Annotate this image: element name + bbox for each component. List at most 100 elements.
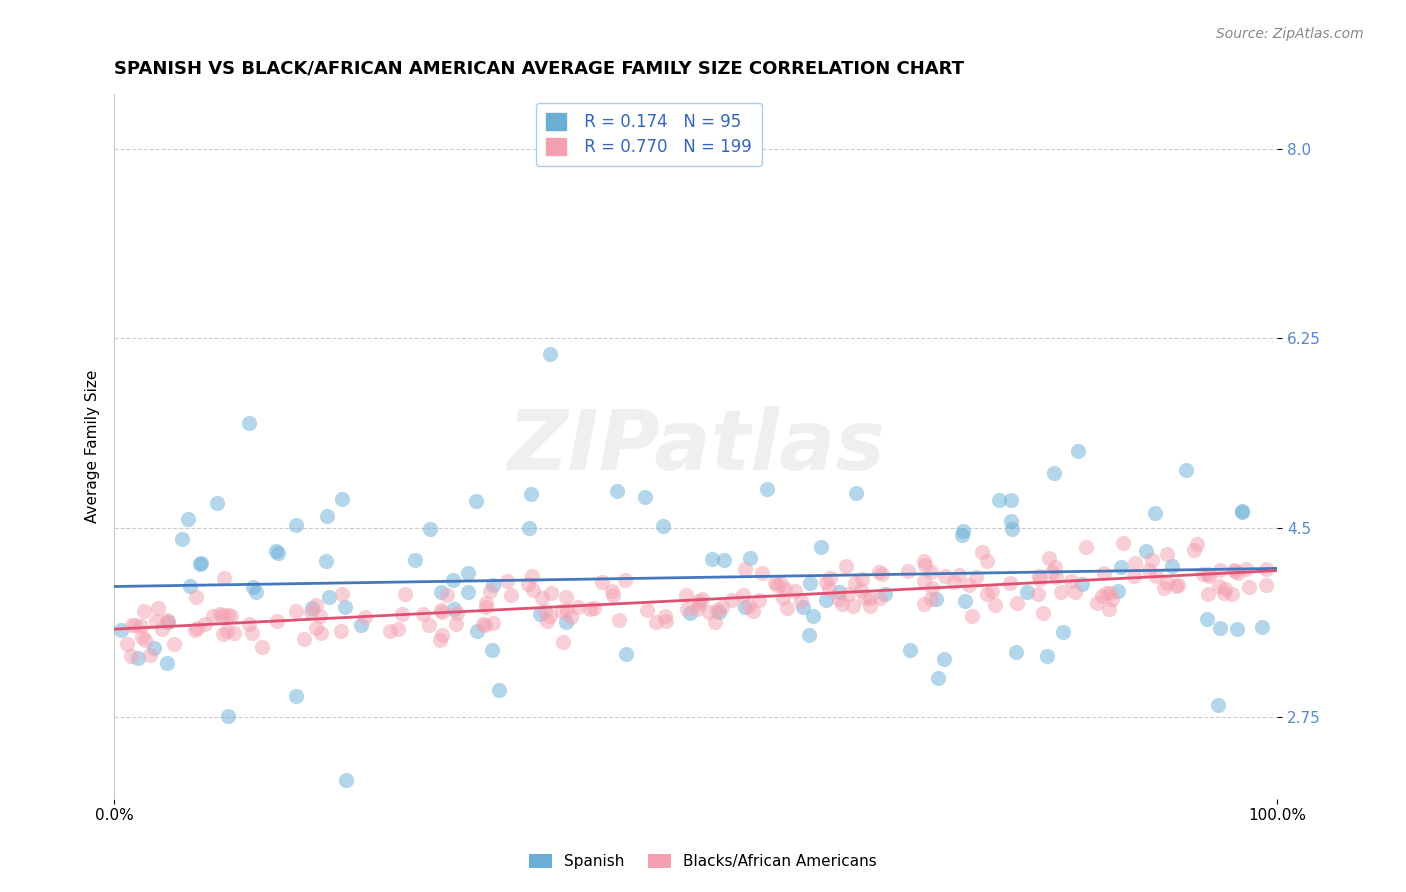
Point — [772, 591, 794, 606]
Point — [186, 621, 208, 635]
Point — [1160, 559, 1182, 574]
Point — [266, 614, 288, 628]
Point — [1198, 569, 1220, 583]
Point — [1254, 578, 1277, 592]
Point — [551, 604, 574, 618]
Point — [170, 532, 193, 546]
Point — [785, 584, 807, 599]
Point — [540, 586, 562, 600]
Point — [688, 594, 710, 608]
Point — [1052, 624, 1074, 639]
Point — [446, 606, 468, 620]
Point — [1156, 547, 1178, 561]
Point — [471, 616, 494, 631]
Point — [710, 600, 733, 615]
Point — [792, 599, 814, 614]
Point — [898, 643, 921, 657]
Point — [150, 622, 173, 636]
Point — [1085, 595, 1108, 609]
Point — [1000, 514, 1022, 528]
Point — [330, 624, 353, 639]
Point — [430, 628, 453, 642]
Point — [354, 609, 377, 624]
Point — [156, 615, 179, 629]
Point — [387, 622, 409, 636]
Point — [1254, 562, 1277, 576]
Point — [654, 608, 676, 623]
Point — [842, 599, 865, 614]
Point — [1028, 569, 1050, 583]
Point — [607, 613, 630, 627]
Point — [1153, 581, 1175, 595]
Point — [238, 416, 260, 430]
Point — [457, 585, 479, 599]
Point — [212, 608, 235, 623]
Point — [378, 624, 401, 638]
Point — [914, 558, 936, 573]
Point — [430, 584, 453, 599]
Point — [976, 587, 998, 601]
Point — [818, 582, 841, 596]
Point — [1197, 566, 1219, 581]
Point — [238, 617, 260, 632]
Point — [292, 632, 315, 646]
Text: ZIPatlas: ZIPatlas — [506, 406, 884, 487]
Point — [600, 584, 623, 599]
Point — [267, 546, 290, 560]
Point — [965, 570, 987, 584]
Point — [474, 596, 496, 610]
Point — [481, 578, 503, 592]
Point — [998, 575, 1021, 590]
Point — [1004, 644, 1026, 658]
Point — [163, 637, 186, 651]
Point — [1230, 505, 1253, 519]
Point — [127, 650, 149, 665]
Point — [156, 613, 179, 627]
Point — [801, 609, 824, 624]
Point — [633, 490, 655, 504]
Point — [301, 601, 323, 615]
Point — [1197, 587, 1219, 601]
Point — [706, 603, 728, 617]
Point — [538, 608, 561, 623]
Point — [987, 492, 1010, 507]
Point — [766, 578, 789, 592]
Point — [897, 564, 920, 578]
Point — [1226, 623, 1249, 637]
Point — [731, 588, 754, 602]
Point — [284, 518, 307, 533]
Point — [391, 607, 413, 622]
Point — [828, 585, 851, 599]
Point — [1092, 566, 1115, 580]
Point — [1227, 566, 1250, 580]
Point — [814, 593, 837, 607]
Point — [404, 553, 426, 567]
Point — [1223, 564, 1246, 578]
Point — [582, 601, 605, 615]
Point — [478, 584, 501, 599]
Point — [770, 576, 793, 591]
Point — [555, 603, 578, 617]
Point — [810, 541, 832, 555]
Point — [605, 483, 627, 498]
Point — [943, 575, 966, 590]
Point — [553, 634, 575, 648]
Point — [560, 609, 582, 624]
Point — [475, 599, 498, 614]
Point — [799, 628, 821, 642]
Point — [212, 626, 235, 640]
Y-axis label: Average Family Size: Average Family Size — [86, 370, 100, 524]
Point — [1001, 522, 1024, 536]
Point — [465, 624, 488, 638]
Point — [738, 550, 761, 565]
Point — [156, 656, 179, 670]
Point — [613, 573, 636, 587]
Point — [1135, 544, 1157, 558]
Point — [1167, 577, 1189, 591]
Point — [242, 580, 264, 594]
Point — [1107, 583, 1129, 598]
Point — [418, 618, 440, 632]
Point — [644, 615, 666, 629]
Point — [1195, 612, 1218, 626]
Text: SPANISH VS BLACK/AFRICAN AMERICAN AVERAGE FAMILY SIZE CORRELATION CHART: SPANISH VS BLACK/AFRICAN AMERICAN AVERAG… — [114, 60, 965, 78]
